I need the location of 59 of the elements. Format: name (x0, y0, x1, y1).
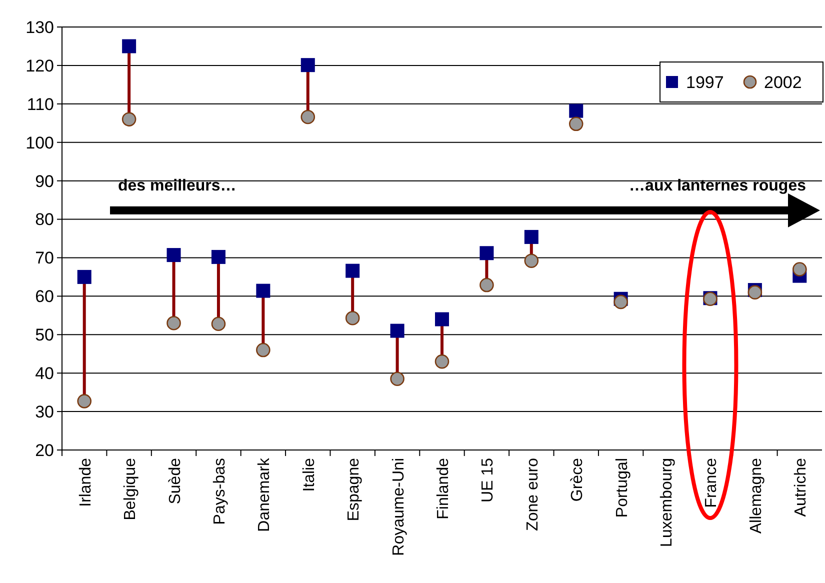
point (480, 278, 494, 292)
y-tick-label: 60 (35, 287, 54, 306)
y-tick-label: 80 (35, 210, 54, 230)
point (77, 394, 92, 408)
point (122, 112, 136, 126)
x-tick-label: Autriche (792, 458, 810, 517)
y-tick-label: 30 (35, 402, 54, 422)
legend-label: 1997 (686, 72, 724, 92)
point (434, 354, 450, 369)
x-tick-label: Italie (300, 458, 318, 492)
y-tick-label: 100 (26, 133, 54, 152)
annotation: …aux lanternes rouges (629, 177, 806, 194)
x-tick-label: Suède (166, 458, 184, 504)
y-tick-label: 20 (35, 440, 54, 460)
x-tick-label: Portugal (614, 458, 631, 518)
x-tick-label: Finlande (435, 458, 452, 520)
point (211, 250, 226, 264)
y-tick-label: 90 (35, 172, 54, 191)
point (568, 116, 584, 132)
x-tick-label: Irlande (77, 458, 94, 507)
point (166, 248, 181, 262)
y-tick-label: 110 (26, 94, 54, 114)
point (524, 254, 539, 268)
y-tick-label: 40 (35, 364, 54, 384)
x-tick-label: Zone euro (524, 458, 542, 531)
x-tick-label: Royaume-Uni (390, 458, 408, 556)
point (524, 230, 538, 244)
point (77, 270, 92, 284)
annotation: des meilleurs… (118, 177, 236, 194)
x-tick-label: Espagne (346, 458, 363, 522)
x-tick-label: Belgique (122, 458, 140, 520)
point (614, 294, 628, 310)
x-tick-label: Grèce (569, 458, 586, 502)
x-tick-label: UE 15 (480, 458, 497, 502)
point (480, 246, 494, 260)
point (166, 316, 181, 330)
point (390, 372, 404, 386)
point (345, 310, 360, 326)
point (256, 284, 270, 298)
x-tick-label: France (703, 458, 720, 508)
point (569, 104, 584, 118)
point (256, 342, 270, 358)
point (346, 264, 360, 278)
x-tick-label: Danemark (256, 457, 274, 532)
y-tick-label: 130 (26, 18, 54, 37)
x-tick-label: Luxembourg (658, 458, 676, 547)
y-tick-label: 120 (26, 56, 54, 76)
y-tick-label: 50 (35, 326, 54, 345)
y-tick-label: 70 (35, 248, 54, 268)
legend-label: 2002 (764, 72, 802, 92)
point (435, 312, 449, 326)
x-tick-label: Allemagne (748, 458, 765, 534)
x-tick-label: Pays-bas (211, 458, 228, 525)
point (211, 316, 226, 332)
point (390, 324, 404, 338)
point (792, 262, 807, 276)
point (300, 58, 315, 72)
point (300, 110, 316, 124)
point (122, 39, 136, 54)
